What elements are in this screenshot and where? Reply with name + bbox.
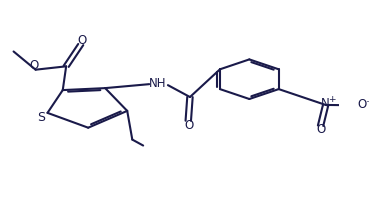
Text: O: O [316,123,325,136]
Text: O⁻: O⁻ [358,98,369,111]
Text: S: S [37,111,45,124]
Text: N: N [321,97,330,110]
Text: O: O [78,34,87,48]
Text: O: O [184,119,194,132]
Text: NH: NH [149,77,166,90]
Text: O: O [29,59,38,72]
Text: +: + [328,95,335,104]
